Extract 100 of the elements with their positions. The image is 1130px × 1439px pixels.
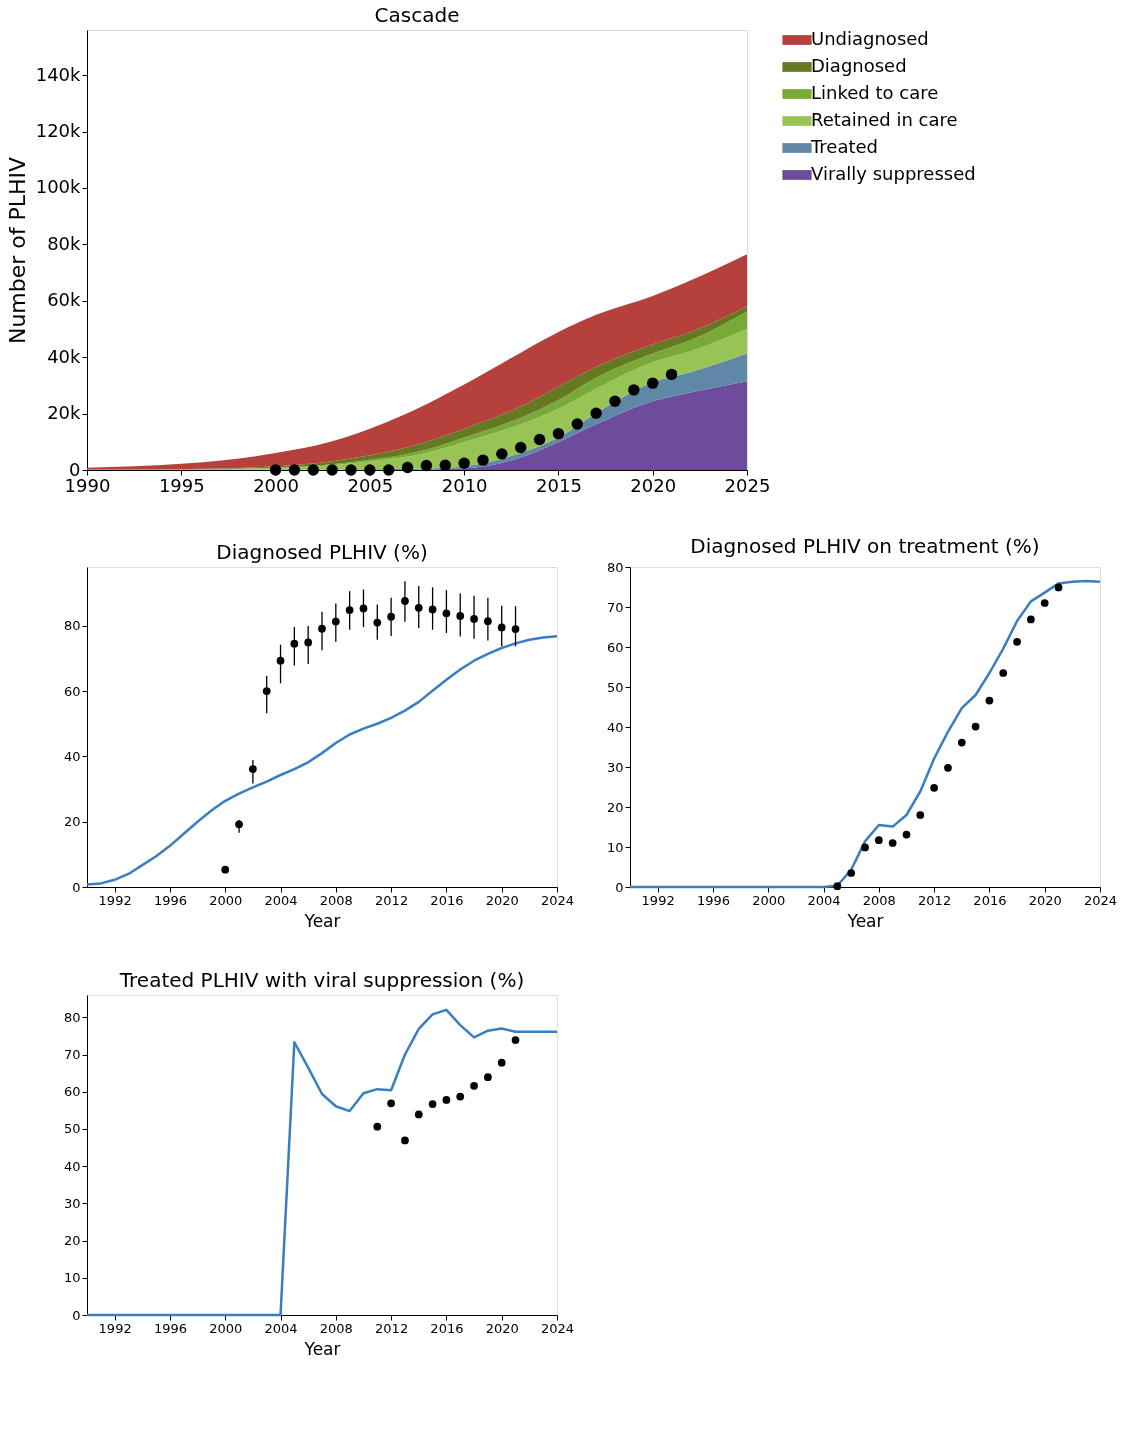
point <box>511 1036 520 1044</box>
x-tick-label: 2008 <box>319 1320 353 1336</box>
point <box>874 836 883 845</box>
point <box>414 603 423 612</box>
y-tick-label: 30 <box>63 1195 81 1211</box>
point <box>470 615 478 623</box>
y-tick-label: 60 <box>63 1084 81 1100</box>
x-tick-label: 2020 <box>630 474 677 496</box>
y-tick-label: 80 <box>63 618 81 634</box>
x-tick-label: 2025 <box>724 474 771 496</box>
y-tick-label: 0 <box>72 879 81 895</box>
point <box>971 722 980 731</box>
x-tick-label: 2016 <box>973 892 1007 908</box>
y-tick-label: 100k <box>35 176 82 198</box>
point <box>470 1081 478 1090</box>
y-tick-label: 0 <box>615 879 624 895</box>
y-tick-label: 120k <box>35 120 82 142</box>
point <box>345 606 354 614</box>
point <box>497 1058 506 1067</box>
point <box>533 433 546 446</box>
x-tick-label: 1992 <box>98 1320 132 1336</box>
x-tick-label: 1992 <box>641 892 675 908</box>
point <box>552 427 565 440</box>
point <box>484 617 492 626</box>
x-tick-label: 2008 <box>862 892 896 908</box>
y-tick-label: 30 <box>606 759 624 775</box>
x-tick-label: 2010 <box>441 474 488 496</box>
y-tick-label: 40 <box>63 748 81 764</box>
y-tick-label: 70 <box>606 599 624 615</box>
point <box>276 656 285 665</box>
point <box>387 1099 395 1108</box>
legend-label: Treated <box>810 136 879 157</box>
y-tick-label: 20 <box>63 814 81 830</box>
point <box>957 738 966 747</box>
y-tick-label: 20k <box>47 402 82 424</box>
point <box>458 457 470 469</box>
point <box>456 1092 465 1101</box>
y-tick-label: 20 <box>606 799 624 815</box>
y-tick-label: 70 <box>63 1047 81 1063</box>
y-tick-label: 10 <box>63 1270 81 1286</box>
x-tick-label: 2020 <box>485 1320 519 1336</box>
point <box>383 464 395 476</box>
y-tick-label: 60 <box>63 683 81 699</box>
point <box>290 639 299 648</box>
y-tick-label: 80 <box>606 559 624 575</box>
point <box>288 464 301 476</box>
y-tick-label: 40 <box>606 719 624 735</box>
point <box>428 1100 437 1108</box>
point <box>888 839 897 847</box>
point <box>439 459 451 471</box>
chart-title: Diagnosed PLHIV (%) <box>216 540 428 564</box>
point <box>442 1096 451 1104</box>
x-tick-label: 2024 <box>1083 892 1118 908</box>
point <box>401 1136 409 1145</box>
chart-title: Cascade <box>374 3 460 27</box>
point <box>511 625 520 633</box>
y-tick-label: 60 <box>606 639 624 655</box>
x-tick-label: 1996 <box>696 892 730 908</box>
point <box>387 612 395 621</box>
point <box>304 638 313 647</box>
x-tick-label: 2004 <box>264 1320 298 1336</box>
point <box>373 618 382 627</box>
x-tick-label: 2000 <box>752 892 786 908</box>
legend-label: Linked to care <box>811 82 939 103</box>
point <box>420 459 433 472</box>
x-tick-label: 1996 <box>153 1320 187 1336</box>
point <box>456 612 465 620</box>
x-tick-label: 2005 <box>347 474 394 496</box>
y-tick-label: 80k <box>47 232 82 254</box>
point <box>1027 615 1035 624</box>
x-tick-label: 2024 <box>540 892 575 908</box>
point <box>985 696 994 705</box>
x-tick-label: 2024 <box>540 1320 575 1336</box>
point <box>833 882 842 891</box>
point <box>497 623 506 632</box>
y-tick-label: 40 <box>63 1158 81 1174</box>
point <box>359 604 368 613</box>
point <box>647 377 659 389</box>
y-tick-label: 20 <box>63 1233 81 1249</box>
point <box>331 617 340 626</box>
point <box>364 464 376 476</box>
point <box>235 820 243 829</box>
legend-label: Virally suppressed <box>811 163 976 184</box>
chart-title: Diagnosed PLHIV on treatment (%) <box>690 534 1040 558</box>
point <box>609 395 621 407</box>
point <box>930 783 938 792</box>
x-tick-label: 2012 <box>918 892 952 908</box>
y-tick-label: 140k <box>35 63 82 85</box>
x-tick-label: 2020 <box>485 892 519 908</box>
x-tick-label: 2020 <box>1028 892 1062 908</box>
x-axis-title: Year <box>303 1338 341 1359</box>
point <box>373 1122 382 1131</box>
legend-label: Retained in care <box>811 109 958 130</box>
y-tick-label: 80 <box>63 1009 81 1025</box>
point <box>590 407 602 419</box>
point <box>477 454 489 466</box>
point <box>269 464 282 476</box>
x-tick-label: 2004 <box>264 892 298 908</box>
point <box>1013 637 1021 646</box>
x-tick-label: 2015 <box>536 474 582 496</box>
